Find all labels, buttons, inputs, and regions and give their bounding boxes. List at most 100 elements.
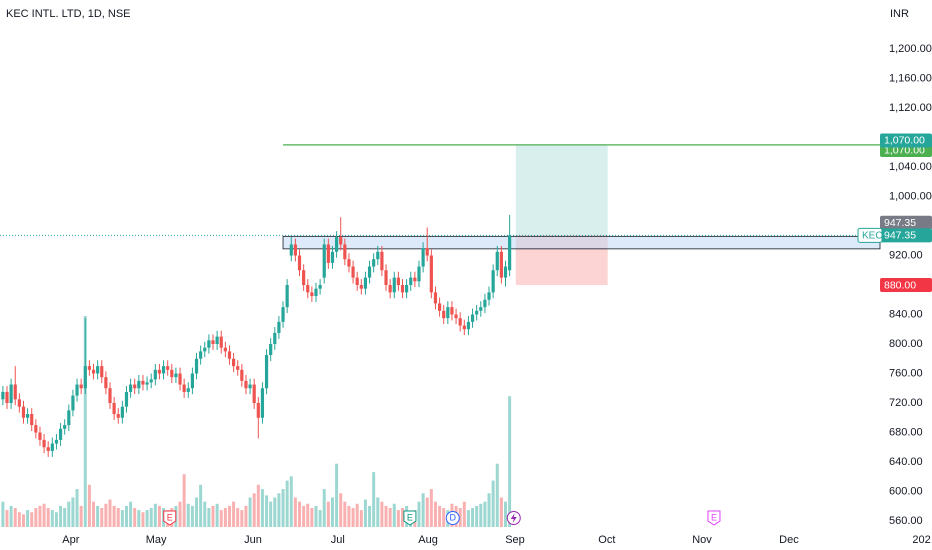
candle-body [470,314,475,322]
volume-bar [30,512,34,527]
candle-body [433,292,438,304]
volume-bar [21,514,25,527]
candle-body [302,270,306,285]
candle-body [384,270,388,285]
candle-body [137,380,141,389]
candle-body [359,285,363,289]
entry-label: 947.35 [884,217,916,229]
candle-body [58,428,63,440]
x-tick-label: Aug [418,534,438,546]
volume-bar [129,501,133,527]
volume-bar [425,497,429,527]
candle-body [231,358,236,367]
volume-bar [260,489,264,527]
volume-bar [471,508,475,527]
candle-body [503,266,508,278]
volume-bar [314,505,318,527]
candle-body [26,414,30,418]
candle-body [281,307,285,322]
volume-bar [273,497,277,527]
candle-body [405,285,409,293]
volume-bar [343,501,347,527]
volume-bar [392,503,396,527]
volume-bar [133,508,137,527]
candle-body [145,382,149,385]
candle-body [178,373,182,385]
candle-body [87,366,92,370]
candle-body [380,251,384,271]
y-tick-label: 720.00 [889,397,923,409]
candle-body [128,384,133,392]
volume-bar [211,505,215,527]
candle-body [1,391,5,400]
candle-body [207,340,211,348]
y-tick-label: 1,160.00 [889,72,932,84]
candle-body [256,403,260,418]
volume-bar [244,505,248,527]
volume-bar [351,508,355,527]
volume-bar [186,503,190,527]
y-tick-label: 640.00 [889,456,923,468]
y-tick-label: 560.00 [889,515,923,527]
resistance-zone [282,235,881,250]
candle-body [71,395,75,411]
candle-body [63,425,67,429]
volume-bar [339,493,343,527]
last-price-label: 947.35 [884,230,916,242]
volume-bar [269,501,273,527]
volume-bar [100,508,104,527]
volume-bar [318,510,322,527]
volume-bar [236,508,240,527]
volume-bar [59,505,63,527]
candle-body [487,292,491,300]
y-tick-label: 1,000.00 [889,190,932,202]
candle-body [13,384,17,400]
x-tick-label: 202 [912,534,930,546]
volume-bar [124,505,128,527]
candle-body [372,259,376,267]
volume-bar [54,512,58,527]
candle-body [79,384,83,389]
candle-body [363,277,368,289]
candle-body [483,299,487,308]
candle-body [149,379,153,383]
candle-body [96,366,100,374]
volume-bar [433,501,437,527]
event-icon [403,510,417,526]
y-tick-label: 760.00 [889,367,923,379]
candle-body [330,251,335,263]
volume-bar [466,510,470,527]
y-tick-label: 1,040.00 [889,161,932,173]
symbol-label: KEC [862,230,883,241]
y-tick-label: 920.00 [889,249,923,261]
candle-body [260,388,265,418]
event-icon [445,511,460,525]
volume-bar [38,505,42,527]
candle-body [400,285,405,293]
volume-bar [442,508,446,527]
volume-bar [487,493,491,527]
volume-bar [141,512,145,527]
candle-body [21,406,26,418]
candle-body [347,259,351,267]
target-label: 1,070.00 [884,135,925,147]
volume-bar [112,505,116,527]
candle-body [392,277,396,293]
candle-body [310,292,314,297]
candle-body [236,366,240,370]
volume-bar [380,501,384,527]
volume-bar [203,501,207,527]
candle-body [91,369,96,374]
candle-body [277,321,281,333]
candle-body [182,384,186,392]
candle-body [67,410,71,426]
candle-body [240,369,244,381]
candle-body [42,439,46,448]
volume-bar [483,501,487,527]
volume-bar [153,503,157,527]
event-icon [163,510,177,526]
candle-body [479,307,483,311]
volume-bar [285,480,289,527]
volume-bar [256,484,260,527]
